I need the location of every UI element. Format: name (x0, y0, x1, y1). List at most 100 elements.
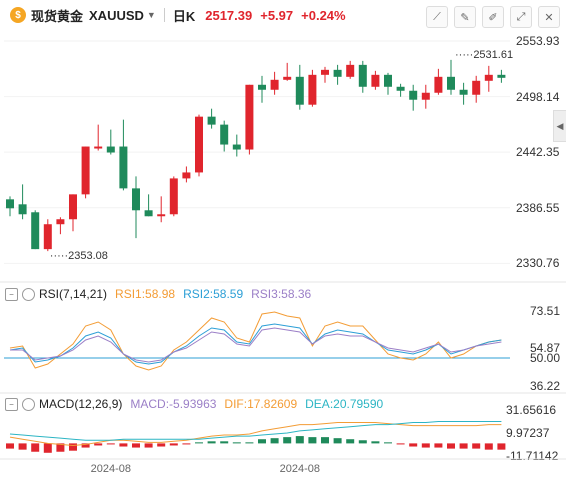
candle-body (384, 74, 392, 87)
draw-line-icon[interactable]: ⟋ (426, 6, 448, 28)
toolbar: ⟋ ✎ ✐ ⤢ ✕ (426, 6, 560, 28)
macd-bar (94, 443, 103, 446)
candle-body (119, 146, 128, 189)
macd-bar (472, 443, 481, 449)
macd-bar (195, 442, 203, 444)
candle-body (18, 204, 27, 215)
candle-body (321, 69, 329, 75)
rsi1-value: RSI1:58.98 (115, 287, 176, 301)
macd-bar (333, 438, 342, 444)
candle-body (497, 74, 506, 78)
macd-bar (220, 441, 229, 444)
macd-value: MACD:-5.93963 (130, 397, 217, 411)
rsi-tick-label: 50.00 (530, 351, 561, 365)
candle-body (484, 74, 493, 81)
y-tick-label: 2330.76 (516, 256, 560, 271)
x-tick-label: 2024-08 (280, 463, 320, 475)
macd-bar (43, 443, 52, 453)
macd-bar (132, 443, 140, 448)
candle-body (358, 64, 367, 87)
candle-body (157, 214, 166, 217)
instrument-name: 现货黄金 (31, 8, 84, 24)
macd-tick-label: 9.97237 (506, 425, 550, 440)
candle-body (472, 80, 481, 95)
macd-legend: − MACD(12,26,9) MACD:-5.93963 DIF:17.826… (0, 396, 383, 412)
macd-bar (409, 443, 418, 447)
rsi-tick-label: 36.22 (530, 378, 561, 393)
candle-body (6, 199, 14, 209)
collapse-icon[interactable]: − (5, 287, 18, 301)
macd-bar (81, 443, 90, 448)
macd-bar (346, 439, 355, 444)
chart-header: $ 现货黄金 XAUUSD ▼ 日K 2517.39 +5.97 +0.24% (0, 0, 566, 30)
macd-bar (207, 441, 216, 444)
rsi-line-3 (10, 327, 502, 363)
rsi-tick-label: 54.87 (530, 341, 561, 356)
fullscreen-icon[interactable]: ⤢ (510, 6, 532, 28)
macd-bar (384, 442, 392, 444)
candle-body (346, 64, 355, 77)
dea-value: DEA:20.79590 (305, 397, 384, 411)
y-tick-label: 2553.93 (516, 34, 560, 49)
candle-body (144, 210, 153, 217)
macd-bar (434, 443, 443, 448)
collapse-icon[interactable]: − (5, 397, 18, 411)
candle-body (132, 188, 140, 211)
macd-bar (232, 442, 241, 444)
candle-body (258, 84, 266, 90)
candle-body (81, 146, 90, 195)
candle-body (207, 116, 216, 125)
low-annotation: ·····2353.08 (50, 250, 108, 262)
rsi-tick-label: 73.51 (530, 303, 561, 318)
macd-bar (6, 443, 14, 449)
candle-body (283, 76, 292, 80)
period-selector[interactable]: 日K (172, 8, 196, 24)
macd-bar (308, 437, 317, 444)
x-tick-label: 2024-08 (91, 463, 131, 475)
macd-bar (69, 443, 77, 451)
rsi-legend: − RSI(7,14,21) RSI1:58.98 RSI2:58.59 RSI… (0, 286, 311, 302)
collapse-panel-button[interactable]: ◀ (553, 110, 566, 142)
candle-body (56, 219, 65, 225)
macd-bar (396, 443, 405, 445)
candle-body (43, 224, 52, 250)
y-tick-label: 2386.55 (516, 200, 560, 215)
macd-bar (371, 441, 380, 444)
macd-bar (18, 443, 27, 450)
candle-body (106, 146, 115, 153)
dea-line (9, 420, 502, 441)
macd-bar (157, 443, 166, 447)
macd-bar (270, 438, 279, 444)
candle-body (232, 144, 241, 150)
settings-icon[interactable] (22, 287, 35, 301)
candle-body (295, 76, 304, 105)
candle-body (220, 124, 229, 145)
candle-body (459, 89, 468, 95)
rsi-title: RSI(7,14,21) (39, 287, 108, 301)
macd-tick-label: 31.65616 (506, 403, 557, 418)
macd-bar (182, 443, 191, 445)
macd-bar (245, 442, 254, 444)
candle-body (333, 69, 342, 77)
dif-value: DIF:17.82609 (224, 397, 298, 411)
candle-body (396, 86, 405, 91)
symbol-selector[interactable]: XAUUSD (89, 7, 144, 23)
macd-bar (56, 443, 65, 452)
candle-body (270, 79, 279, 90)
pen-icon[interactable]: ✐ (482, 6, 504, 28)
settings-icon[interactable] (22, 397, 35, 411)
chevron-down-icon[interactable]: ▼ (146, 10, 156, 20)
candle-body (182, 172, 191, 179)
macd-bar (144, 443, 153, 448)
price-change-pct: +0.24% (301, 7, 346, 23)
macd-bar (421, 443, 430, 448)
brush-icon[interactable]: ✎ (454, 6, 476, 28)
candle-body (195, 116, 203, 173)
last-price: 2517.39 (205, 7, 253, 23)
close-icon[interactable]: ✕ (538, 6, 560, 28)
high-annotation: ·····2531.61 (455, 49, 513, 61)
macd-bar (497, 443, 506, 450)
macd-bar (447, 443, 455, 449)
y-tick-label: 2498.14 (516, 89, 560, 104)
